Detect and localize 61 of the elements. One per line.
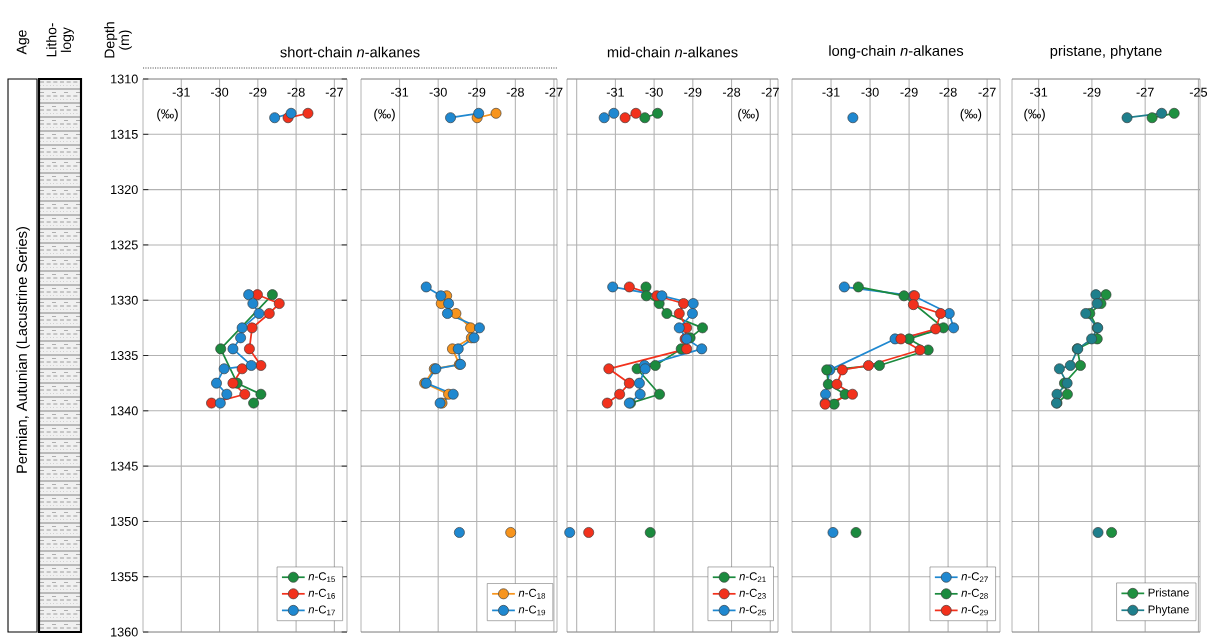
x-axis-title: (‰)	[374, 108, 395, 122]
x-tick-label: -29	[249, 87, 267, 97]
x-tick-label: -29	[468, 87, 486, 97]
x-tick-label: -31	[822, 87, 840, 97]
x-tick-label: -27	[1136, 87, 1154, 97]
legend-label: n-C$_{18}$	[518, 588, 546, 599]
text: Litho-logy	[46, 23, 74, 57]
legend-label: n-C$_{17}$	[308, 605, 335, 616]
x-tick-label: -31	[1030, 87, 1048, 97]
chart-title: pristane, phytane	[1050, 45, 1162, 59]
chart-title: long-chain n-alkanes	[829, 45, 964, 59]
y-axis-title: Depth (m)	[104, 22, 132, 58]
x-tick-label: -27	[978, 87, 996, 97]
y-tick-label: 1340	[111, 406, 138, 416]
legend-label: n-C$_{25}$	[739, 605, 766, 616]
x-tick-label: -27	[761, 87, 779, 97]
chart-title: short-chain n-alkanes	[280, 46, 420, 58]
y-tick-label: 1335	[111, 351, 138, 360]
x-tick-label: -31	[172, 87, 190, 97]
legend-label: Pristane	[1148, 588, 1189, 597]
legend-label: n-C$_{23}$	[739, 588, 766, 599]
x-tick-label: -25	[1189, 87, 1208, 97]
x-tick-label: -27	[545, 87, 563, 97]
legend-label: n-C$_{15}$	[308, 572, 335, 583]
x-tick-label: -28	[506, 87, 524, 97]
x-axis-title: (‰)	[1024, 108, 1045, 122]
x-tick-label: -30	[429, 87, 447, 97]
y-tick-label: 1345	[111, 461, 138, 471]
x-tick-label: -29	[1083, 87, 1101, 97]
text: Age	[16, 30, 30, 55]
legend-label: Phytane	[1148, 605, 1189, 616]
x-tick-label: -30	[861, 87, 879, 97]
y-tick-label: 1315	[111, 129, 138, 139]
legend-label: n-C$_{27}$	[961, 572, 988, 583]
legend-label: n-C$_{16}$	[308, 588, 335, 599]
x-axis-title: (‰)	[960, 108, 982, 122]
y-tick-label: 1325	[111, 240, 138, 250]
x-tick-label: -28	[722, 87, 741, 97]
x-axis-title: (‰)	[738, 108, 759, 122]
legend-label: n-C$_{28}$	[961, 588, 988, 599]
x-tick-label: -31	[391, 87, 409, 97]
x-tick-label: -29	[900, 87, 918, 97]
y-tick-label: 1360	[111, 627, 138, 637]
y-tick-label: 1320	[111, 185, 138, 195]
legend-label: n-C$_{21}$	[739, 572, 766, 583]
legend-label: n-C$_{29}$	[961, 605, 988, 616]
x-tick-label: -30	[645, 87, 663, 97]
x-tick-label: -28	[939, 87, 957, 97]
legend-label: n-C$_{19}$	[518, 605, 546, 616]
x-axis-title: (‰)	[157, 108, 178, 122]
y-tick-label: 1310	[111, 74, 138, 84]
x-tick-label: -28	[287, 87, 305, 97]
y-tick-label: 1350	[111, 516, 138, 526]
x-tick-label: -27	[325, 87, 343, 97]
x-tick-label: -30	[210, 87, 229, 97]
y-tick-label: 1355	[111, 572, 138, 582]
x-tick-label: -31	[606, 87, 624, 97]
x-tick-label: -29	[684, 87, 702, 97]
text: Permian, Autunian (Lacustrine Series)	[16, 227, 30, 473]
y-tick-label: 1330	[111, 295, 138, 305]
chart-title: mid-chain n-alkanes	[607, 46, 738, 58]
